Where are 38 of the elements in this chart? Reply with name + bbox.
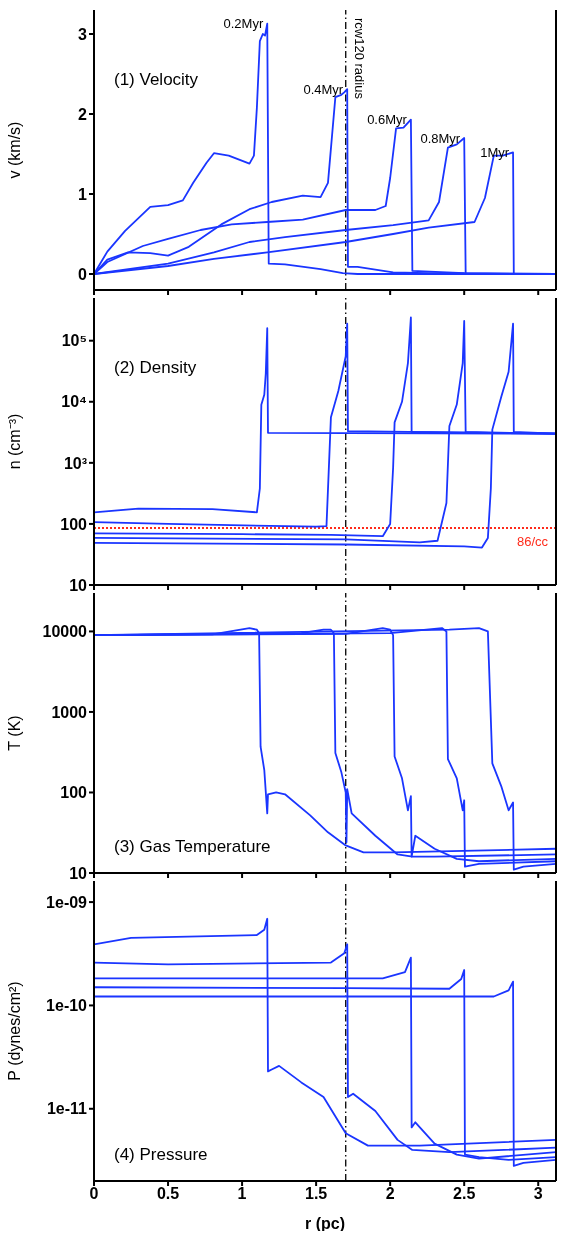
y-tick-label: 10 [69,576,88,594]
annotation: (4) Pressure [114,1145,208,1165]
y-tick-label: 100 [60,784,88,802]
y-tick-label: 0 [78,265,88,283]
x-tick-label: 1 [237,1185,247,1203]
x-tick-label: 3 [533,1185,543,1203]
y-tick-label: 1000 [51,703,88,721]
x-tick-label: 2 [385,1185,395,1203]
y-tick-label: 2 [78,105,88,123]
y-axis-title: T (K) [5,715,23,751]
annotation: (2) Density [114,358,197,378]
annotation: (1) Velocity [114,70,199,90]
y-tick-label: 3 [78,25,88,43]
ref-line-label: rcw120 radius [351,18,367,100]
y-tick-label: 10³ [63,454,87,472]
y-tick-label: 10 [69,864,88,882]
series-label: 0.2Myr [223,16,264,32]
y-tick-label: 100 [60,515,88,533]
y-tick-label: 10⁵ [61,332,87,350]
y-tick-label: 10000 [42,623,88,641]
y-tick-label: 1 [78,185,88,203]
series-label: 1Myr [480,145,510,161]
ref-line-label: 86/cc [516,533,549,549]
x-tick-label: 0 [89,1185,99,1203]
series-label: 0.8Myr [420,130,461,146]
x-tick-label: 2.5 [453,1185,476,1203]
annotation: (3) Gas Temperature [114,837,271,857]
y-axis-title: P (dynes/cm²) [5,981,23,1081]
x-tick-label: 0.5 [156,1185,180,1203]
x-tick-label: 1.5 [304,1185,328,1203]
y-tick-label: 1e-11 [46,1100,88,1118]
y-tick-label: 10⁴ [61,393,88,411]
y-axis-title: v (km/s) [5,121,23,179]
series-label: 0.6Myr [367,112,408,128]
y-tick-label: 1e-09 [46,893,88,911]
series-label: 0.4Myr [303,81,344,97]
y-tick-label: 1e-10 [46,997,88,1015]
y-axis-title: n (cm⁻³) [5,413,23,470]
